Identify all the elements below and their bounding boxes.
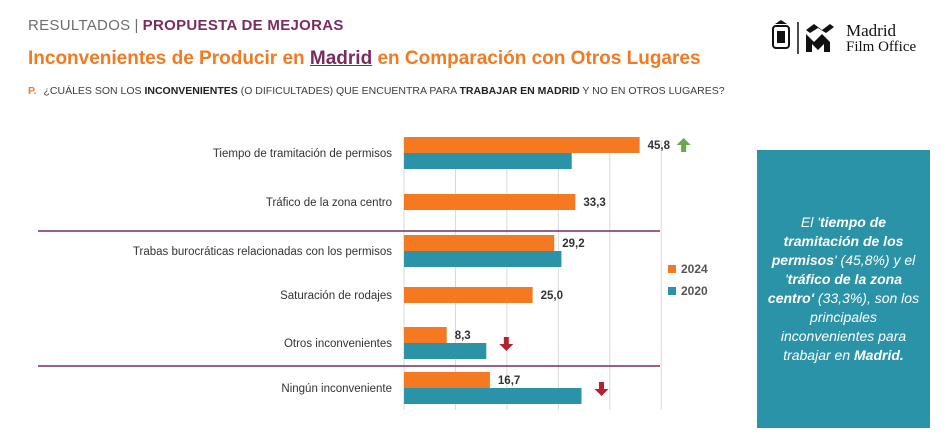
question-part-bold: INCONVENIENTES [144, 85, 238, 97]
data-label-2024: 25,0 [541, 290, 563, 302]
kicker: RESULTADOS | PROPUESTA DE MEJORAS [28, 17, 344, 34]
title-highlight: Madrid [309, 48, 373, 69]
category-label: Tráfico de la zona centro [266, 197, 392, 209]
legend-swatch-2024 [668, 265, 676, 273]
question-part-bold: TRABAJAR EN MADRID [459, 85, 580, 97]
insight-text-part: El ' [800, 214, 820, 230]
insight-text: El 'tiempo de tramitación de los permiso… [765, 213, 922, 365]
legend-label-2020: 2020 [681, 284, 708, 298]
kicker-label: RESULTADOS [28, 17, 131, 34]
bar-2024 [404, 287, 533, 303]
question-part: (O DIFICULTADES) QUE ENCUENTRA PARA [237, 85, 460, 97]
bar-2024 [404, 137, 640, 153]
category-label: Trabas burocráticas relacionadas con los… [133, 246, 392, 258]
bar-2020 [404, 388, 582, 404]
bar-2020 [404, 251, 562, 267]
question: P. ¿CUÁLES SON LOS INCONVENIENTES (O DIF… [28, 84, 748, 98]
insight-text-bold: Madrid. [854, 347, 904, 363]
data-label-2024: 29,2 [562, 238, 584, 250]
bar-2024 [404, 235, 555, 251]
trend-down-arrow-icon [499, 337, 514, 351]
category-label: Ningún inconveniente [281, 383, 392, 395]
trend-down-arrow-icon [594, 382, 609, 396]
data-label-2024: 8,3 [455, 330, 471, 342]
legend-label-2024: 2024 [681, 262, 708, 276]
insight-text-bold: tiempo de tramitación de los permisos [771, 214, 904, 268]
logo-text: Madrid Film Office [846, 22, 916, 56]
trend-up-arrow-icon [676, 138, 691, 152]
bar-2024 [404, 327, 447, 343]
category-label: Tiempo de tramitación de permisos [213, 148, 392, 160]
insight-text-part: (33,3%), son los principales inconvenien… [780, 290, 920, 363]
bar-2020 [404, 343, 487, 359]
category-label: Otros inconvenientes [284, 338, 392, 350]
data-label-2024: 33,3 [583, 197, 605, 209]
bar-2024 [404, 372, 490, 388]
logo-line1: Madrid [846, 21, 897, 40]
title-post: en Comparación con Otros Lugares [372, 48, 701, 69]
bar-2020 [404, 153, 572, 169]
legend-item-2024: 2024 [668, 258, 708, 280]
logo-line2: Film Office [846, 39, 917, 55]
title-pre: Inconvenientes de Producir en [28, 48, 310, 69]
chart-svg: Tiempo de tramitación de permisos 45,8 Trá… [38, 137, 691, 410]
logo-icon [772, 20, 834, 54]
legend-swatch-2020 [668, 287, 676, 295]
chart-legend: 2024 2020 [668, 258, 708, 302]
insight-text-bold: tráfico de la zona centro' [767, 271, 903, 306]
insight-text-part: ' (45,8%) y el ' [784, 252, 916, 287]
section-label: PROPUESTA DE MEJORAS [142, 17, 344, 34]
question-part: Y NO EN OTROS LUGARES? [579, 85, 725, 97]
question-part: ¿CUÁLES SON LOS [43, 85, 145, 97]
header: RESULTADOS | PROPUESTA DE MEJORAS Inconven… [28, 16, 748, 98]
bar-chart: Tiempo de tramitación de permisos 45,8 Trá… [0, 118, 740, 444]
question-label: P. [28, 85, 37, 97]
legend-item-2020: 2020 [668, 280, 708, 302]
insight-panel: El 'tiempo de tramitación de los permiso… [757, 150, 930, 428]
data-label-2024: 16,7 [498, 375, 520, 387]
data-label-2024: 45,8 [648, 140, 671, 152]
page-title: Inconvenientes de Producir en Madrid en … [28, 46, 748, 72]
bar-2024 [404, 194, 576, 210]
category-label: Saturación de rodajes [280, 290, 392, 302]
madrid-film-office-logo: Madrid Film Office [770, 20, 930, 60]
